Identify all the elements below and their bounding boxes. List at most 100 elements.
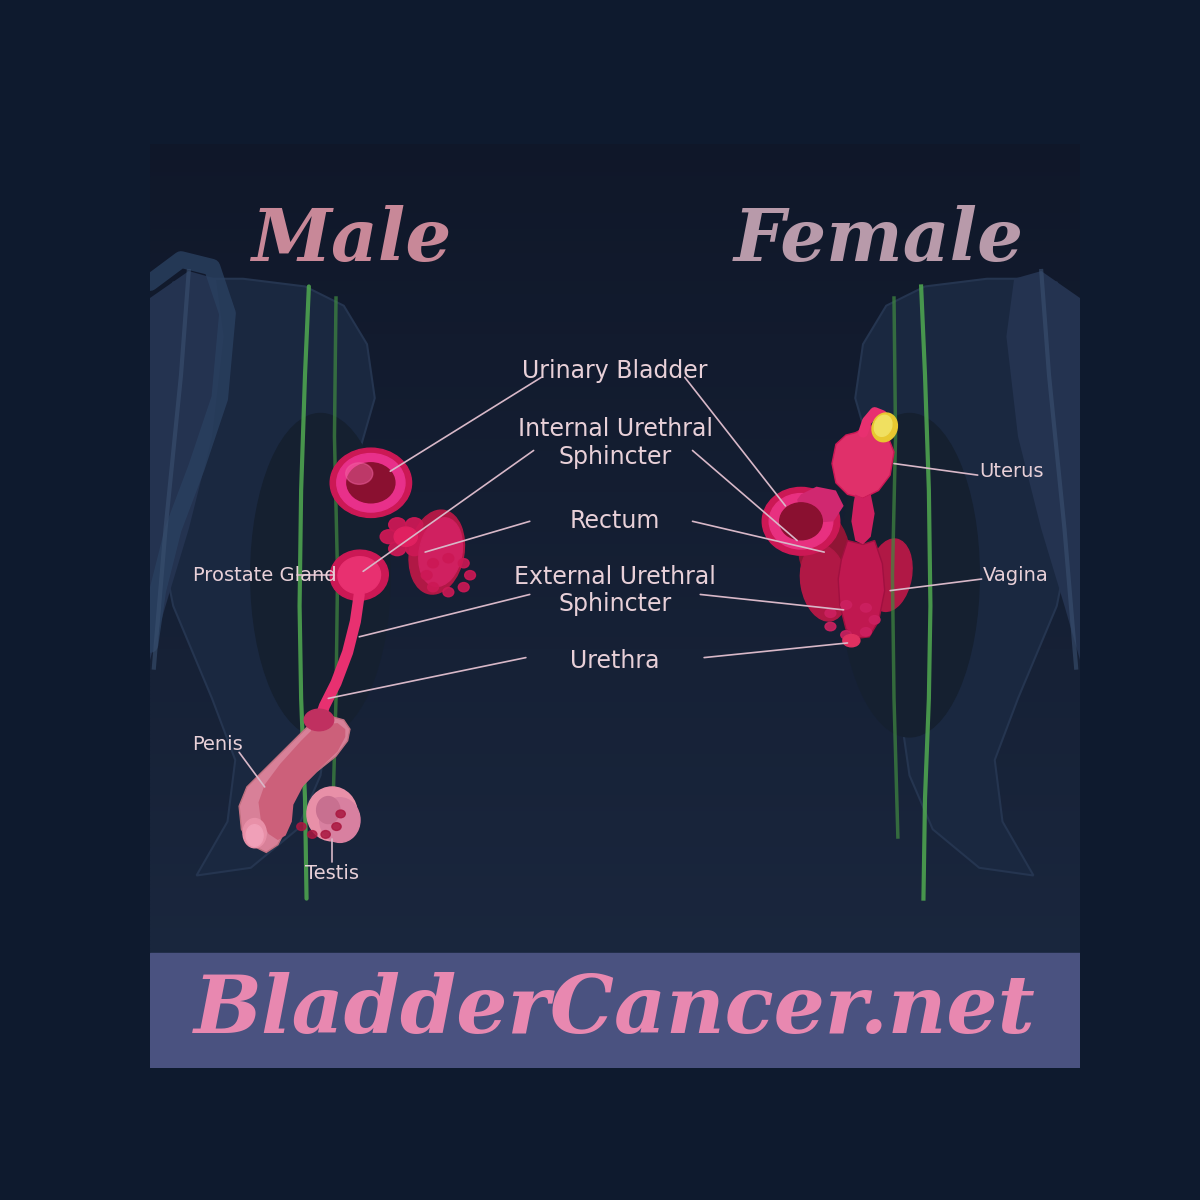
Bar [150,670,1080,673]
Bar [150,900,1080,904]
Bar [150,326,1080,330]
Bar [150,262,1080,265]
Ellipse shape [307,830,317,839]
Bar [150,758,1080,762]
Bar [150,188,1080,192]
Bar [150,552,1080,557]
Bar [150,856,1080,859]
Polygon shape [150,278,374,876]
Ellipse shape [860,628,871,636]
Ellipse shape [409,510,464,594]
Bar [150,876,1080,880]
Ellipse shape [840,414,979,737]
Bar [150,294,1080,298]
Bar [150,806,1080,811]
Bar [150,601,1080,605]
Bar [150,200,1080,205]
Bar [150,346,1080,350]
Bar [150,613,1080,617]
Bar [150,427,1080,431]
Bar [150,811,1080,815]
Bar [150,545,1080,548]
Bar [150,342,1080,346]
Bar [150,540,1080,545]
Polygon shape [839,540,884,638]
Bar [150,661,1080,666]
Bar [150,487,1080,492]
Bar [150,803,1080,806]
Text: Penis: Penis [193,736,244,754]
Bar [150,322,1080,326]
Polygon shape [832,425,894,498]
Bar [150,499,1080,504]
Bar [150,212,1080,217]
Ellipse shape [380,529,397,544]
Bar [150,253,1080,257]
Bar [150,185,1080,188]
Bar [150,306,1080,310]
Ellipse shape [427,582,438,592]
Ellipse shape [464,570,475,580]
Ellipse shape [307,787,358,841]
Bar [150,673,1080,678]
Bar [150,480,1080,484]
Ellipse shape [251,414,390,737]
Bar [150,269,1080,274]
Text: Prostate Gland: Prostate Gland [193,565,336,584]
Bar [150,371,1080,374]
Ellipse shape [860,604,871,612]
Bar [150,419,1080,422]
Bar [150,694,1080,698]
Bar [150,374,1080,378]
Bar [150,847,1080,852]
Bar [150,362,1080,366]
Bar [150,395,1080,398]
Bar [150,646,1080,649]
Bar [150,698,1080,702]
Bar [150,832,1080,835]
Text: Testis: Testis [305,864,359,883]
Bar [150,520,1080,524]
Bar [150,868,1080,871]
Bar [150,767,1080,770]
Bar [150,637,1080,641]
Ellipse shape [394,527,418,546]
Bar [150,815,1080,820]
Bar [150,310,1080,313]
Bar [150,685,1080,690]
Bar [150,338,1080,342]
Ellipse shape [319,798,360,842]
Ellipse shape [826,623,836,631]
Bar [150,524,1080,528]
Bar [150,557,1080,560]
Bar [150,528,1080,532]
Ellipse shape [769,493,833,550]
Bar [150,666,1080,670]
Bar [150,569,1080,572]
Bar [150,779,1080,782]
Bar [150,920,1080,924]
Bar [150,584,1080,589]
Bar [150,896,1080,900]
Bar [150,217,1080,221]
Bar [150,265,1080,269]
Bar [150,197,1080,200]
Bar [150,859,1080,864]
Bar [150,209,1080,212]
Bar [150,864,1080,868]
Ellipse shape [419,517,462,587]
Bar [150,436,1080,439]
Bar [150,641,1080,646]
Bar [150,289,1080,294]
Bar [150,932,1080,936]
Bar [150,383,1080,386]
Polygon shape [856,278,1080,876]
Bar [150,883,1080,888]
Bar [150,743,1080,746]
Bar [150,746,1080,750]
Bar [150,378,1080,383]
Bar [150,787,1080,791]
Ellipse shape [800,545,848,622]
Bar [150,286,1080,289]
Ellipse shape [317,797,340,823]
